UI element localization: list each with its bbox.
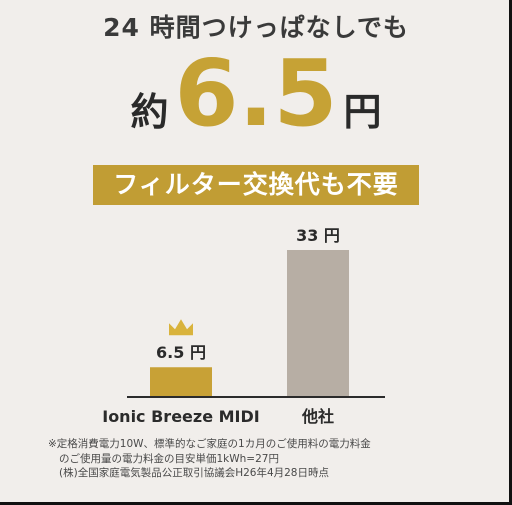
footnote: ※定格消費電力10W、標準的なご家庭の1カ月のご使用料の電力料金 のご使用量の電… <box>48 437 508 481</box>
bar-1 <box>150 367 212 396</box>
crown-icon <box>169 319 193 336</box>
value-label-1: 6.5 円 <box>156 343 206 362</box>
price-value: 6.5 <box>174 40 338 147</box>
category-label-1: Ionic Breeze MIDI <box>102 407 260 426</box>
footnote-line-1: ※定格消費電力10W、標準的なご家庭の1カ月のご使用料の電力料金 <box>48 438 371 450</box>
footnote-line-2: のご使用量の電力料金の目安単価1kWh=27円 <box>59 452 279 465</box>
bar-2 <box>287 250 349 396</box>
headline: 24 時間つけっぱなしでも <box>103 13 409 42</box>
price-callout: 約6.5 円 <box>0 48 512 144</box>
crown-shape <box>169 319 193 336</box>
price-suffix: 円 <box>343 90 382 134</box>
value-label-2: 33 円 <box>296 226 340 245</box>
price-prefix: 約 <box>130 90 169 134</box>
label-group: 6.5 円 Ionic Breeze MIDI 33 円他社 <box>102 226 340 426</box>
bar-group <box>150 250 349 396</box>
category-label-2: 他社 <box>301 407 334 426</box>
footnote-line-3: (株)全国家庭電気製品公正取引協議会H26年4月28日時点 <box>59 467 329 479</box>
filter-banner: フィルター交換代も不要 <box>93 165 419 205</box>
